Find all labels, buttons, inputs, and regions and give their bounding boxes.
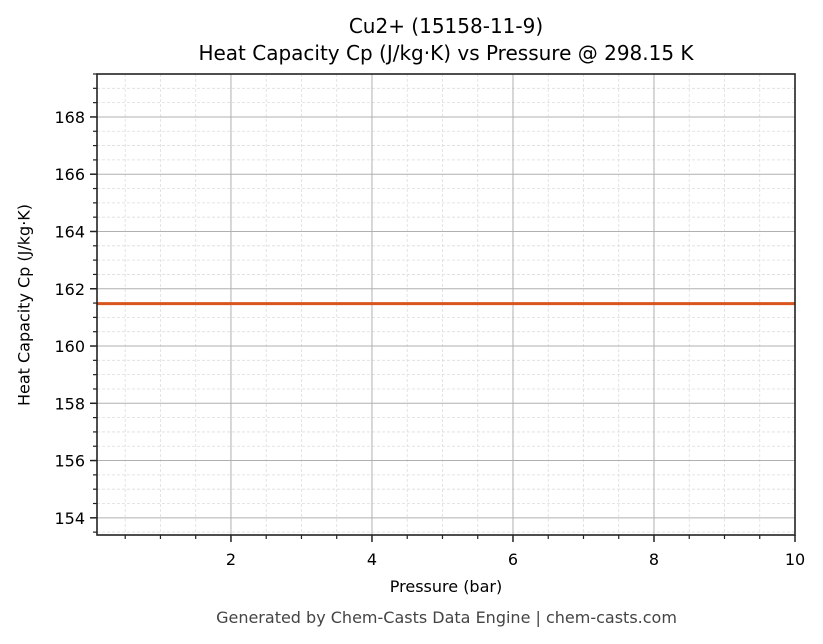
footer-credit: Generated by Chem-Casts Data Engine | ch… — [216, 608, 677, 627]
y-tick-label: 156 — [54, 452, 85, 471]
y-tick-label: 166 — [54, 165, 85, 184]
x-tick-label: 6 — [508, 550, 518, 569]
x-tick-label: 8 — [649, 550, 659, 569]
y-axis-ticks: 154 156 158 160 162 164 166 168 — [54, 73, 97, 533]
x-axis-ticks: 2 4 6 8 10 — [124, 535, 805, 569]
major-gridlines — [97, 74, 795, 535]
x-tick-label: 2 — [226, 550, 236, 569]
y-tick-label: 158 — [54, 394, 85, 413]
y-tick-label: 162 — [54, 280, 85, 299]
y-tick-label: 154 — [54, 509, 85, 528]
y-tick-label: 168 — [54, 108, 85, 127]
x-tick-label: 4 — [367, 550, 377, 569]
plot-frame — [96, 73, 796, 536]
x-axis-label: Pressure (bar) — [389, 577, 503, 596]
y-tick-label: 160 — [54, 337, 85, 356]
axes-spines — [96, 73, 796, 536]
x-tick-label: 10 — [785, 550, 805, 569]
y-tick-label: 164 — [54, 222, 85, 241]
y-axis-label: Heat Capacity Cp (J/kg·K) — [14, 203, 34, 407]
chart-title-compound: Cu2+ (15158-11-9) — [348, 14, 544, 38]
chart-title-property: Heat Capacity Cp (J/kg·K) vs Pressure @ … — [198, 41, 694, 65]
